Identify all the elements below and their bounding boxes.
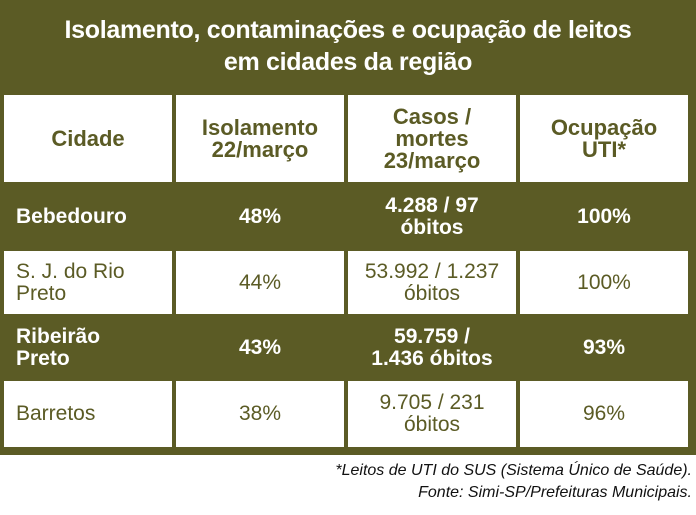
title-line-2: em cidades da região	[223, 48, 473, 76]
table-row-cell-uti: 93%	[520, 317, 688, 378]
title-line-1: Isolamento, contaminações e ocupação de …	[64, 16, 632, 44]
table-row-cell-city: Ribeirão Preto	[4, 317, 172, 378]
table-row-cell-uti: 100%	[520, 251, 688, 314]
header-casos-mortes: Casos / mortes 23/março	[348, 95, 516, 182]
table-row-cell-isolamento: 43%	[176, 317, 344, 378]
header-ocupacao-uti: Ocupação UTI*	[520, 95, 688, 182]
table-row-cell-casos: 59.759 / 1.436 óbitos	[348, 317, 516, 378]
table-row-cell-uti: 96%	[520, 381, 688, 447]
table-row-cell-isolamento: 38%	[176, 381, 344, 447]
table-row-cell-casos: 4.288 / 97 óbitos	[348, 185, 516, 248]
footnote-uti: *Leitos de UTI do SUS (Sistema Único de …	[335, 462, 692, 479]
table-row-cell-casos: 53.992 / 1.237 óbitos	[348, 251, 516, 314]
header-cidade: Cidade	[4, 95, 172, 182]
table-title: Isolamento, contaminações e ocupação de …	[0, 0, 696, 92]
footnotes: *Leitos de UTI do SUS (Sistema Único de …	[2, 460, 692, 504]
table-row-cell-uti: 100%	[520, 185, 688, 248]
footnote-source: Fonte: Simi-SP/Prefeituras Municipais.	[418, 484, 692, 501]
header-isolamento: Isolamento 22/março	[176, 95, 344, 182]
table-row-cell-isolamento: 44%	[176, 251, 344, 314]
table-row-cell-city: Barretos	[4, 381, 172, 447]
table-row-cell-casos: 9.705 / 231 óbitos	[348, 381, 516, 447]
table-row-cell-isolamento: 48%	[176, 185, 344, 248]
table-row-cell-city: Bebedouro	[4, 185, 172, 248]
table-row-cell-city: S. J. do Rio Preto	[4, 251, 172, 314]
table-frame: Isolamento, contaminações e ocupação de …	[0, 0, 696, 455]
